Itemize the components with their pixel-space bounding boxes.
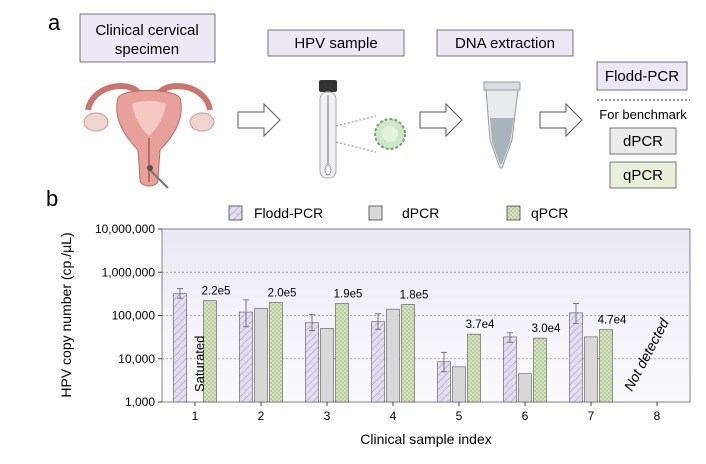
bar-flodd-pcr bbox=[305, 322, 319, 403]
flodd-pcr-label: Flodd-PCR bbox=[605, 68, 679, 85]
panel-a-label: a bbox=[48, 10, 61, 35]
bar-qpcr bbox=[467, 333, 481, 403]
x-tick-label: 7 bbox=[588, 409, 595, 423]
bar-qpcr bbox=[335, 303, 349, 403]
bar-dpcr bbox=[452, 366, 466, 403]
qpcr-label: qPCR bbox=[623, 167, 663, 184]
x-tick-label: 3 bbox=[324, 409, 331, 423]
legend-swatch-qpcr bbox=[506, 205, 521, 221]
legend-swatch-dpcr bbox=[368, 205, 383, 221]
y-tick-label: 100,000 bbox=[112, 309, 156, 323]
panel-b: b Flodd-PCR dPCR qPCR 1,000 10,000 100,000… bbox=[46, 186, 691, 447]
specimen-box bbox=[79, 13, 216, 63]
legend-label-dpcr: dPCR bbox=[402, 205, 439, 221]
y-tick-label: 10,000,000 bbox=[95, 222, 155, 236]
bar-flodd-pcr bbox=[503, 336, 517, 403]
bar-dpcr bbox=[518, 373, 532, 403]
bar-qpcr bbox=[401, 304, 415, 403]
saturated-annotation: Saturated bbox=[192, 336, 207, 392]
dna-extraction-label: DNA extraction bbox=[455, 35, 555, 52]
hpv-sample-label: HPV sample bbox=[294, 35, 377, 52]
panel-a: a Clinical cervical specimen HPV sample bbox=[48, 10, 690, 189]
flodd-pcr-box bbox=[596, 61, 688, 91]
value-label: 4.7e4 bbox=[598, 315, 627, 327]
flow-arrow-1 bbox=[237, 102, 281, 138]
y-tick-label: 10,000 bbox=[118, 352, 155, 366]
bar-qpcr bbox=[533, 337, 547, 403]
x-tick-label: 8 bbox=[654, 409, 661, 423]
bar-qpcr bbox=[203, 300, 217, 403]
legend: Flodd-PCR dPCR qPCR bbox=[228, 205, 568, 221]
x-axis-ticks: 1 2 3 4 5 6 7 8 bbox=[192, 402, 661, 423]
value-label: 3.7e4 bbox=[466, 319, 495, 331]
legend-label-qpcr: qPCR bbox=[531, 205, 568, 221]
dpcr-box bbox=[609, 127, 677, 155]
y-tick-label: 1,000 bbox=[125, 395, 155, 409]
bar-dpcr bbox=[584, 336, 598, 403]
bar-dpcr bbox=[254, 308, 268, 403]
legend-label-flodd: Flodd-PCR bbox=[254, 205, 323, 221]
bar-qpcr bbox=[599, 329, 613, 403]
x-tick-label: 4 bbox=[390, 409, 397, 423]
value-label: 1.9e5 bbox=[334, 288, 363, 300]
x-tick-label: 5 bbox=[456, 409, 463, 423]
value-label: 1.8e5 bbox=[400, 289, 429, 301]
y-axis-ticks: 1,000 10,000 100,000 1,000,000 10,000,000 bbox=[95, 222, 162, 409]
bar-flodd-pcr bbox=[173, 293, 187, 403]
value-label: 2.0e5 bbox=[268, 287, 297, 299]
x-tick-label: 2 bbox=[258, 409, 265, 423]
bar-flodd-pcr bbox=[371, 321, 385, 403]
bar-flodd-pcr bbox=[569, 312, 583, 403]
legend-swatch-flodd bbox=[228, 205, 243, 221]
value-label: 3.0e4 bbox=[532, 323, 561, 335]
benchmark-label: For benchmark bbox=[599, 107, 687, 122]
panel-b-label: b bbox=[46, 186, 58, 211]
value-labels: 2.2e5 2.0e5 1.9e5 1.8e5 3.7e4 3.0e4 4.7e4 bbox=[202, 286, 627, 335]
flow-arrow-2 bbox=[419, 102, 463, 138]
value-label: 2.2e5 bbox=[202, 286, 231, 298]
eppendorf-tube-illustration bbox=[483, 81, 521, 169]
dpcr-label: dPCR bbox=[623, 133, 663, 150]
specimen-label-line1: Clinical cervical bbox=[95, 22, 198, 39]
flow-arrow-3 bbox=[539, 102, 583, 138]
dna-extraction-box bbox=[436, 29, 574, 57]
qpcr-box bbox=[609, 161, 677, 189]
x-tick-label: 6 bbox=[522, 409, 529, 423]
sample-tube-illustration bbox=[319, 80, 406, 179]
specimen-label-line2: specimen bbox=[115, 41, 179, 58]
uterus-illustration bbox=[83, 83, 215, 189]
bar-qpcr bbox=[269, 302, 283, 403]
y-tick-label: 1,000,000 bbox=[102, 265, 156, 279]
x-tick-label: 1 bbox=[192, 409, 199, 423]
y-axis-label: HPV copy number (cp./μL) bbox=[58, 232, 74, 397]
hpv-sample-box bbox=[267, 29, 405, 57]
error-bars bbox=[177, 288, 579, 373]
bar-dpcr bbox=[386, 308, 400, 403]
bars bbox=[173, 293, 613, 403]
bar-dpcr bbox=[320, 328, 334, 403]
x-axis-label: Clinical sample index bbox=[360, 431, 492, 447]
